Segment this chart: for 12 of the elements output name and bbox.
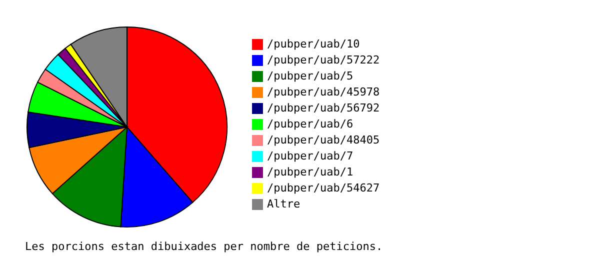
legend-label: /pubper/uab/1 [267, 166, 354, 178]
legend-label: /pubper/uab/45978 [267, 86, 380, 98]
legend-label: /pubper/uab/57222 [267, 54, 380, 66]
legend-label: /pubper/uab/5 [267, 70, 354, 82]
legend-label: /pubper/uab/10 [267, 38, 360, 50]
legend-label: /pubper/uab/7 [267, 150, 354, 162]
legend-label: /pubper/uab/56792 [267, 102, 380, 114]
text: Les porcions estan dibuixades per nombre de peticions. [25, 240, 383, 253]
legend-label: /pubper/uab/54627 [267, 182, 380, 194]
legend-label: Altre [267, 198, 300, 210]
legend-label: /pubper/uab/6 [267, 118, 354, 130]
legend-label: /pubper/uab/48405 [267, 134, 380, 146]
